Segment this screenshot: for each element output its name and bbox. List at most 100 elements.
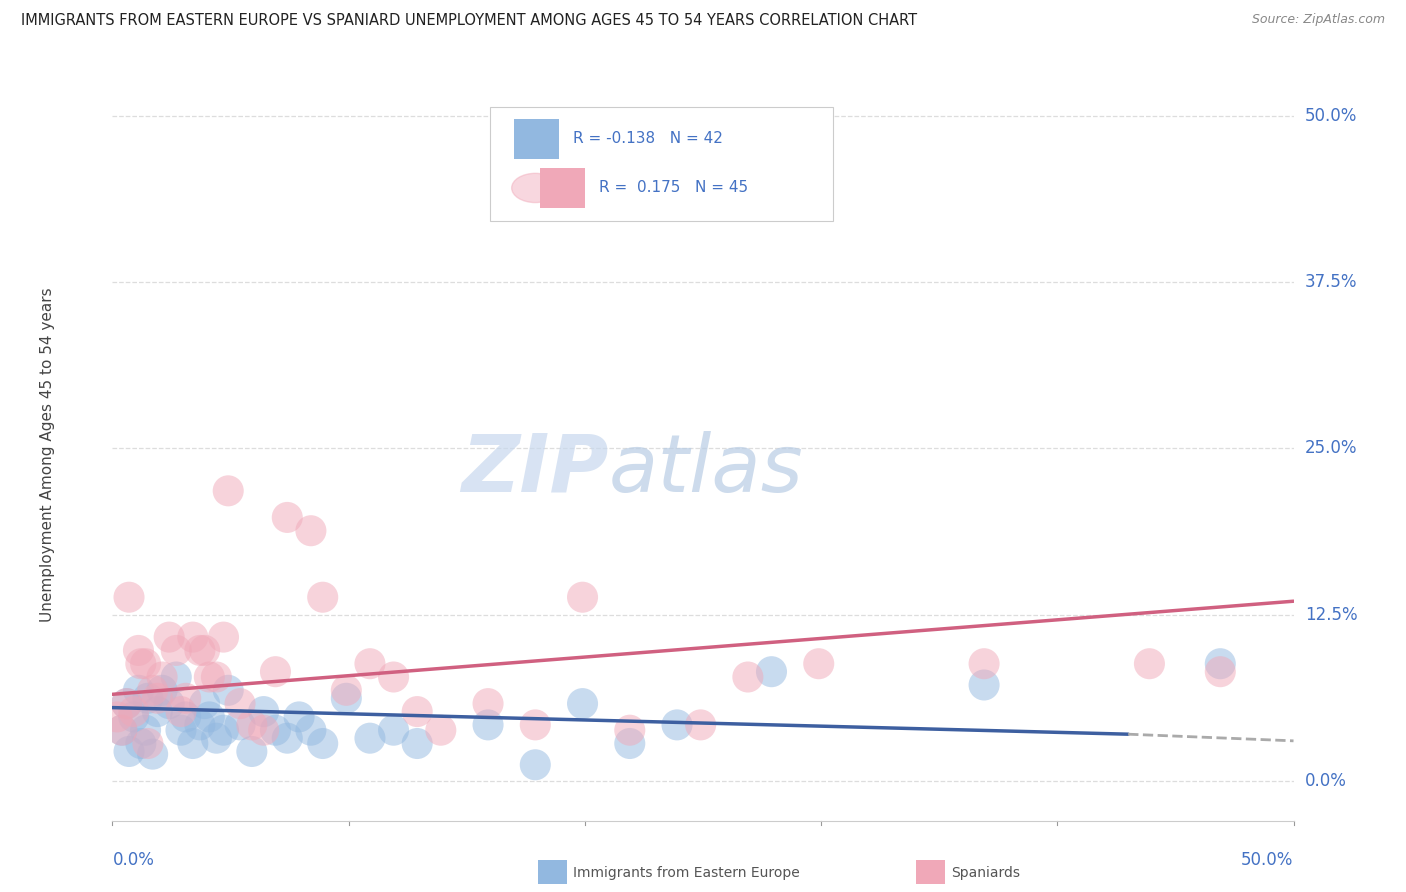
Point: [406, 705, 429, 719]
Point: [142, 683, 165, 698]
Point: [135, 723, 157, 738]
Point: [111, 723, 134, 738]
Point: [689, 718, 711, 732]
Text: R = -0.138   N = 42: R = -0.138 N = 42: [574, 131, 723, 146]
Point: [127, 643, 149, 657]
Point: [157, 697, 180, 711]
Text: 50.0%: 50.0%: [1241, 851, 1294, 869]
Point: [115, 697, 138, 711]
Text: Immigrants from Eastern Europe: Immigrants from Eastern Europe: [574, 865, 800, 880]
Point: [194, 643, 217, 657]
Point: [761, 665, 783, 679]
Point: [174, 710, 197, 724]
Point: [111, 723, 134, 738]
Point: [136, 737, 159, 751]
Point: [240, 718, 263, 732]
Point: [312, 737, 335, 751]
Text: R =  0.175   N = 45: R = 0.175 N = 45: [599, 180, 748, 195]
Circle shape: [512, 173, 560, 202]
Point: [973, 657, 995, 671]
Point: [264, 665, 287, 679]
Text: 37.5%: 37.5%: [1305, 273, 1357, 291]
Text: atlas: atlas: [609, 431, 803, 508]
Point: [115, 697, 138, 711]
Text: ZIP: ZIP: [461, 431, 609, 508]
Point: [181, 630, 204, 644]
Point: [105, 710, 128, 724]
FancyBboxPatch shape: [515, 119, 560, 159]
Point: [807, 657, 830, 671]
Point: [737, 670, 759, 684]
Text: Spaniards: Spaniards: [950, 865, 1019, 880]
Text: 25.0%: 25.0%: [1305, 439, 1357, 458]
Text: IMMIGRANTS FROM EASTERN EUROPE VS SPANIARD UNEMPLOYMENT AMONG AGES 45 TO 54 YEAR: IMMIGRANTS FROM EASTERN EUROPE VS SPANIA…: [21, 13, 917, 29]
Point: [127, 683, 149, 698]
Point: [118, 591, 141, 605]
Text: Unemployment Among Ages 45 to 54 years: Unemployment Among Ages 45 to 54 years: [39, 287, 55, 623]
Point: [146, 691, 169, 706]
Point: [229, 697, 252, 711]
Point: [142, 747, 165, 761]
Point: [382, 670, 405, 684]
Point: [135, 657, 157, 671]
Text: 0.0%: 0.0%: [1305, 772, 1347, 789]
Text: 0.0%: 0.0%: [112, 851, 155, 869]
Point: [335, 683, 357, 698]
Point: [253, 705, 276, 719]
Text: 50.0%: 50.0%: [1305, 107, 1357, 125]
Point: [335, 691, 357, 706]
Point: [619, 723, 641, 738]
Point: [198, 670, 221, 684]
Point: [276, 510, 298, 524]
Point: [524, 718, 547, 732]
Point: [150, 683, 173, 698]
Point: [359, 731, 381, 746]
Point: [524, 757, 547, 772]
Point: [188, 643, 211, 657]
Point: [122, 710, 145, 724]
FancyBboxPatch shape: [491, 108, 832, 221]
Point: [174, 691, 197, 706]
Point: [253, 723, 276, 738]
FancyBboxPatch shape: [540, 168, 585, 208]
Point: [973, 678, 995, 692]
Point: [129, 657, 152, 671]
Point: [312, 591, 335, 605]
FancyBboxPatch shape: [537, 860, 567, 884]
Point: [276, 731, 298, 746]
Point: [136, 691, 159, 706]
Point: [406, 737, 429, 751]
Point: [299, 524, 322, 538]
Point: [212, 630, 235, 644]
Point: [382, 723, 405, 738]
Point: [157, 630, 180, 644]
Point: [359, 657, 381, 671]
Point: [430, 723, 453, 738]
Point: [181, 737, 204, 751]
Point: [170, 723, 193, 738]
Point: [666, 718, 689, 732]
Point: [146, 705, 169, 719]
Point: [165, 643, 187, 657]
Point: [477, 697, 499, 711]
Point: [188, 718, 211, 732]
Point: [217, 483, 239, 498]
Text: 12.5%: 12.5%: [1305, 606, 1357, 624]
Point: [240, 744, 263, 758]
Point: [264, 723, 287, 738]
Point: [205, 670, 228, 684]
Point: [217, 683, 239, 698]
Point: [299, 723, 322, 738]
Point: [1139, 657, 1161, 671]
Point: [619, 737, 641, 751]
Point: [571, 697, 593, 711]
FancyBboxPatch shape: [915, 860, 945, 884]
Point: [194, 697, 217, 711]
Point: [229, 718, 252, 732]
Point: [165, 670, 187, 684]
Point: [150, 670, 173, 684]
Point: [198, 710, 221, 724]
Point: [170, 705, 193, 719]
Text: Source: ZipAtlas.com: Source: ZipAtlas.com: [1251, 13, 1385, 27]
Point: [288, 710, 311, 724]
